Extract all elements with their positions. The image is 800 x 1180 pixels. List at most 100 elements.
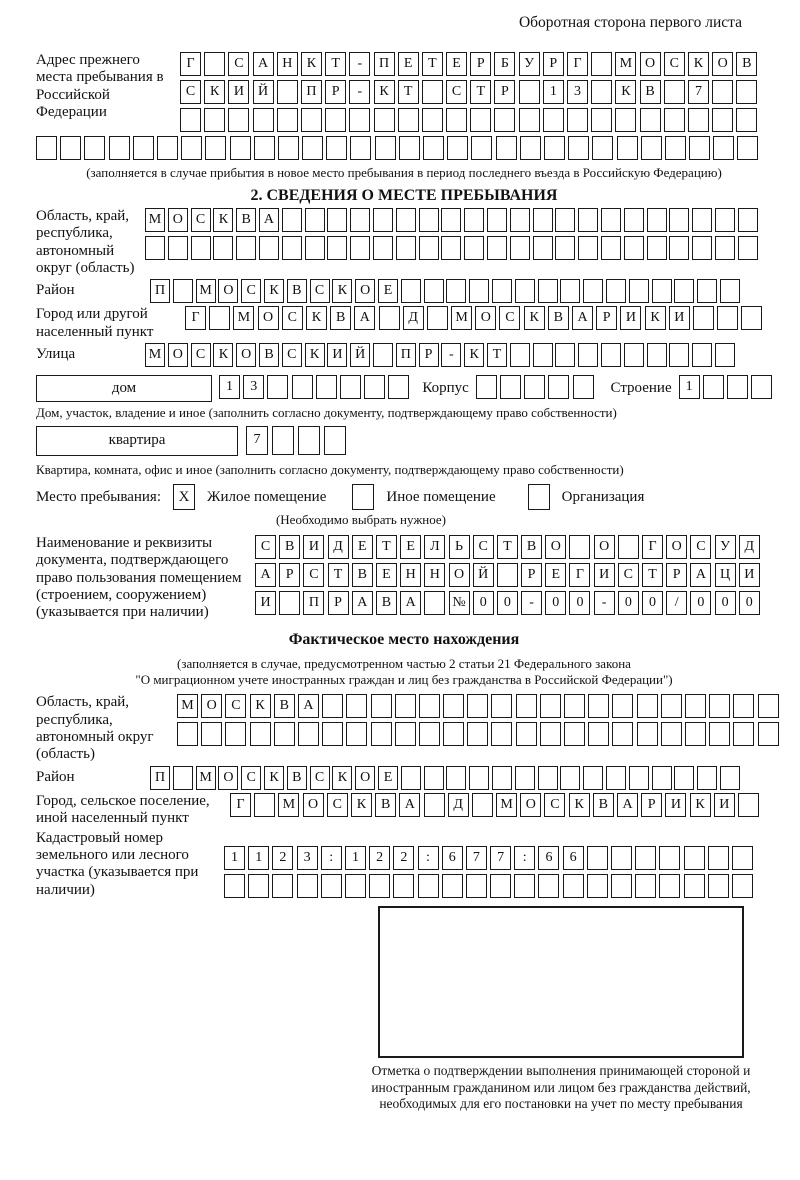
char-box [426, 306, 448, 331]
char-box [539, 694, 561, 719]
char-box [518, 80, 540, 104]
char-box [446, 279, 467, 304]
char-box [393, 873, 415, 898]
actual-location-heading: Фактическое место нахождения [288, 630, 520, 648]
char-box [441, 207, 462, 232]
char-box [684, 694, 706, 719]
char-box [397, 108, 419, 132]
char-box [741, 306, 763, 331]
district-label: Район [36, 282, 75, 299]
char-box [509, 343, 530, 368]
city2-label: Город, сельское поселение, иной населенн… [36, 792, 210, 827]
char-box: - [349, 52, 371, 76]
char-box [344, 873, 366, 898]
char-box [628, 279, 649, 304]
prev-address-row-3 [180, 108, 758, 132]
char-box: И [303, 534, 325, 559]
char-box [491, 279, 512, 304]
prev-address-caption: (заполняется в случае прибытия в новое м… [86, 165, 722, 180]
char-box: - [349, 80, 371, 104]
char-box: К [332, 765, 353, 790]
char-box: 0 [472, 590, 494, 615]
char-box: С [617, 562, 639, 587]
char-box [518, 108, 540, 132]
char-box [515, 722, 537, 747]
char-box [583, 765, 604, 790]
char-box [204, 108, 226, 132]
char-box [281, 207, 302, 232]
char-box: О [520, 792, 542, 817]
char-box [646, 207, 667, 232]
char-box: М [451, 306, 473, 331]
char-box: Р [470, 52, 492, 76]
char-box [751, 375, 773, 400]
char-box: Т [325, 52, 347, 76]
char-box: С [663, 52, 685, 76]
char-box: О [257, 306, 279, 331]
char-box [683, 873, 705, 898]
char-box: С [228, 52, 250, 76]
char-box [568, 136, 590, 160]
char-box [532, 207, 553, 232]
char-box [548, 375, 570, 400]
char-box [447, 136, 469, 160]
char-box [669, 207, 690, 232]
char-box [537, 765, 558, 790]
char-box: О [218, 765, 239, 790]
char-box [167, 235, 188, 260]
char-box: У [518, 52, 540, 76]
char-box [509, 207, 530, 232]
city-label: Город или другой населенный пункт [36, 306, 154, 340]
char-box [470, 108, 492, 132]
char-box: С [190, 207, 211, 232]
char-box [674, 279, 695, 304]
char-box: Р [596, 306, 618, 331]
char-box: С [499, 306, 521, 331]
char-box [172, 279, 193, 304]
char-box [388, 375, 410, 400]
char-box [469, 765, 490, 790]
char-box [272, 873, 294, 898]
char-box: В [375, 590, 397, 615]
char-box: / [666, 590, 688, 615]
char-box: В [639, 80, 661, 104]
char-box: Й [472, 562, 494, 587]
char-box [737, 136, 759, 160]
char-box [736, 108, 758, 132]
char-box: - [521, 590, 543, 615]
region-label: Область, край, республика, автономный ок… [36, 207, 135, 276]
char-box [702, 375, 724, 400]
char-box [532, 343, 553, 368]
char-box: М [278, 792, 300, 817]
char-box [683, 845, 705, 870]
char-box [519, 136, 541, 160]
char-box: В [279, 534, 301, 559]
char-box: К [204, 80, 226, 104]
char-box: А [572, 306, 593, 331]
char-box: 7 [490, 845, 512, 870]
char-box [491, 722, 513, 747]
char-box [615, 108, 637, 132]
char-box [423, 136, 444, 160]
char-box: М [195, 279, 216, 304]
char-box: В [286, 279, 307, 304]
char-box [591, 108, 613, 132]
char-box: Г [569, 562, 591, 587]
char-box: В [236, 207, 257, 232]
char-box [372, 207, 393, 232]
char-box [277, 136, 299, 160]
char-box [669, 235, 690, 260]
char-box [369, 873, 391, 898]
char-box [659, 845, 681, 870]
char-box: К [615, 80, 637, 104]
char-box [276, 108, 298, 132]
char-box [443, 694, 465, 719]
char-box: В [330, 306, 352, 331]
char-box: Т [486, 343, 507, 368]
